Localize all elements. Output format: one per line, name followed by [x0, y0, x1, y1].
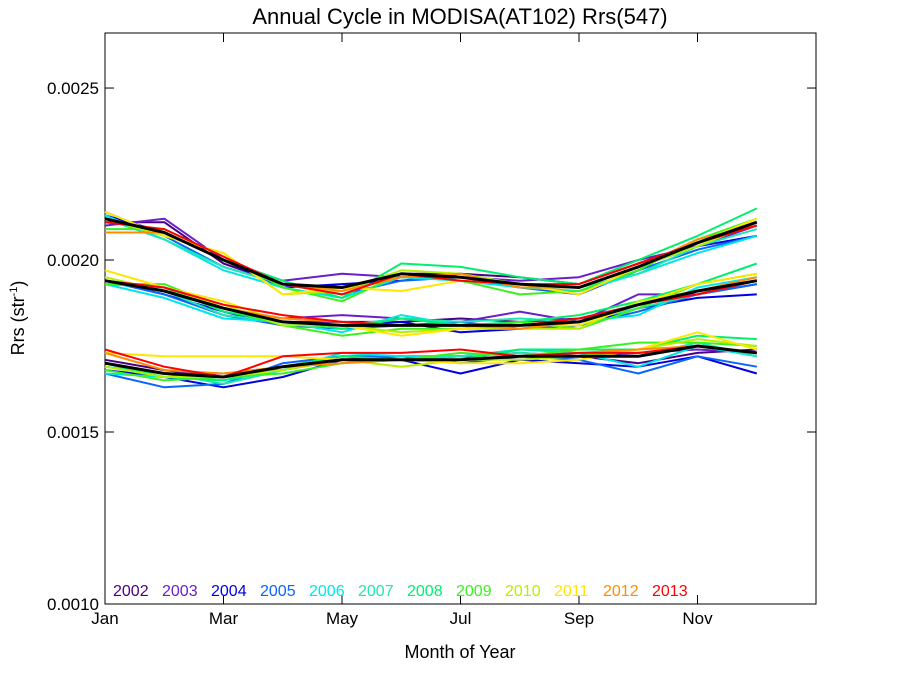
legend-item-2012: 2012	[603, 583, 639, 600]
y-tick-label: 0.0015	[47, 423, 99, 442]
mean-line-group-2	[104, 279, 758, 327]
mean-line-group-1	[104, 217, 758, 289]
x-tick-label: Nov	[682, 609, 713, 628]
legend: 2002 2003 2004 2005 2006 2007 2008 2009 2010 2011…	[113, 583, 688, 600]
series-line-2011-group-3	[104, 331, 758, 365]
series-line-2006-group-1	[104, 214, 758, 299]
legend-item-2008: 2008	[407, 583, 443, 600]
series-line-2005-group-1	[104, 210, 758, 296]
y-axis-label-main: Rrs (str	[8, 296, 28, 355]
axis-ticks	[104, 33, 816, 605]
mean-lines	[104, 217, 758, 379]
x-axis-label: Month of Year	[404, 642, 515, 662]
y-axis-label: Rrs (str-1)	[8, 281, 28, 356]
y-tick-label: 0.0010	[47, 595, 99, 614]
chart-title: Annual Cycle in MODISA(AT102) Rrs(547)	[252, 4, 667, 29]
y-axis-label-sup: -1	[8, 287, 20, 297]
series-line-2007-group-2	[104, 279, 758, 327]
x-tick-label: May	[326, 609, 359, 628]
y-tick-label: 0.0020	[47, 251, 99, 270]
legend-item-2004: 2004	[211, 583, 247, 600]
y-axis-label-close: )	[8, 281, 28, 287]
series-line-2013-group-1	[104, 221, 758, 296]
legend-item-2005: 2005	[260, 583, 296, 600]
legend-item-2006: 2006	[309, 583, 345, 600]
x-tick-label: Sep	[564, 609, 594, 628]
legend-item-2010: 2010	[505, 583, 541, 600]
series-line-2008-group-1	[105, 207, 758, 299]
x-tick-label: Mar	[209, 609, 239, 628]
legend-item-2002: 2002	[113, 583, 149, 600]
legend-item-2011: 2011	[554, 583, 589, 600]
legend-item-2009: 2009	[456, 583, 492, 600]
x-tick-label: Jan	[91, 609, 118, 628]
mean-line-group-3	[104, 344, 757, 379]
series-line-2008-group-2	[104, 262, 758, 330]
legend-item-2007: 2007	[358, 583, 394, 600]
x-tick-label: Jul	[450, 609, 472, 628]
y-tick-label: 0.0025	[47, 79, 99, 98]
series-line-2004-group-3	[104, 355, 758, 389]
legend-item-2003: 2003	[162, 583, 198, 600]
legend-item-2013: 2013	[652, 583, 688, 600]
tick-labels: Jan Mar May Jul Sep Nov 0.0010 0.0015 0.0020 0.00…	[47, 79, 713, 628]
series-line-2011-group-1	[104, 210, 758, 296]
